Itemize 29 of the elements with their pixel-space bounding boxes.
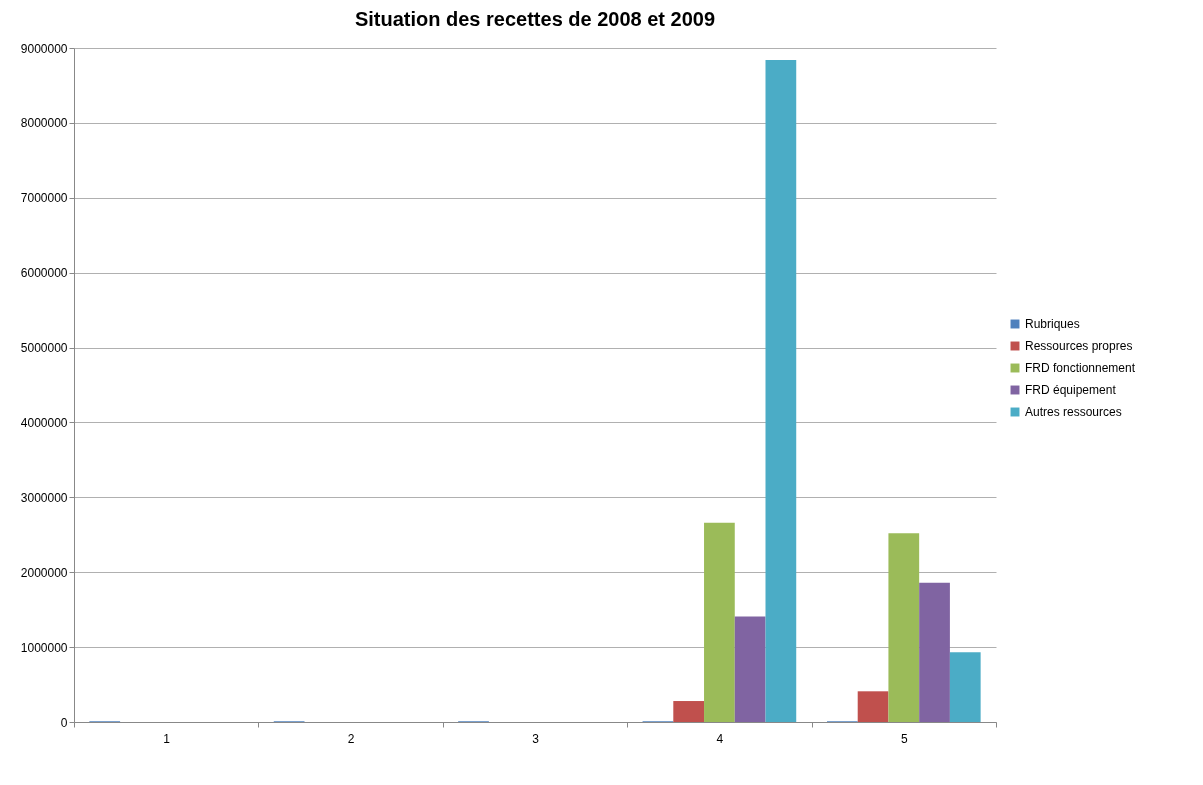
bar [949, 652, 981, 722]
bar [734, 616, 766, 722]
bar [919, 582, 950, 722]
x-tick-label: 5 [900, 731, 908, 746]
y-tick-label: 1000000 [20, 640, 68, 655]
bar [765, 59, 797, 722]
y-tick-label: 0 [60, 715, 68, 730]
y-tick-label: 7000000 [20, 191, 68, 206]
x-tick-label: 2 [347, 731, 355, 746]
legend-label: Rubriques [1025, 317, 1080, 331]
y-tick-label: 9000000 [20, 41, 68, 56]
y-tick-label: 3000000 [20, 490, 68, 505]
bar [673, 701, 705, 722]
x-tick-label: 3 [532, 731, 540, 746]
y-tick-label: 5000000 [20, 341, 68, 356]
bar [888, 533, 920, 722]
y-tick-label: 6000000 [20, 266, 68, 281]
bar [857, 691, 889, 722]
y-tick-label: 4000000 [20, 415, 68, 430]
legend-label: FRD équipement [1025, 383, 1117, 397]
legend-label: Ressources propres [1025, 339, 1133, 353]
y-tick-label: 8000000 [20, 116, 68, 131]
y-tick-label: 2000000 [20, 565, 68, 580]
legend-label: FRD fonctionnement [1025, 361, 1136, 375]
chart-title: Situation des recettes de 2008 et 2009 [354, 8, 716, 30]
legend-label: Autres ressources [1025, 405, 1122, 419]
x-tick-label: 4 [716, 731, 724, 746]
x-tick-label: 1 [163, 731, 171, 746]
bar [704, 522, 735, 722]
